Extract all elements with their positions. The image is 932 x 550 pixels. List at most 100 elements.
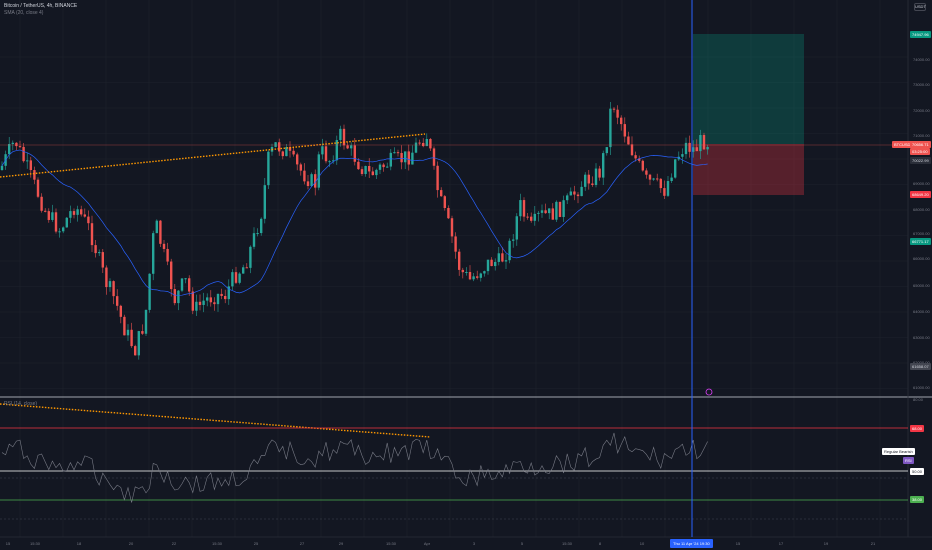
candle-body (317, 154, 320, 188)
last-price-tag: 70656.71 (910, 141, 931, 148)
candle-body (306, 181, 310, 187)
candle-body (159, 220, 162, 244)
candle-body (411, 152, 414, 165)
candle-body (15, 142, 18, 147)
candle-body (303, 170, 306, 182)
candle-body (465, 271, 468, 273)
rsi-level-oversold: 38.00 (910, 496, 925, 503)
candle-body (69, 211, 72, 218)
candle-body (620, 117, 623, 125)
currency-button[interactable]: USDT (914, 3, 926, 11)
candle-body (508, 240, 511, 261)
candle-body (296, 154, 299, 165)
time-tick: 15:30 (561, 541, 573, 546)
candle-body (450, 218, 454, 237)
candle-body (429, 139, 432, 149)
candle-body (231, 272, 234, 287)
candle-body (558, 201, 562, 217)
candle-body (72, 211, 76, 215)
candle-body (11, 142, 14, 145)
rsi-line (1, 432, 708, 503)
price-tick: 68000.00 (913, 207, 930, 212)
candle-body (468, 271, 472, 280)
symbol-title[interactable]: Bitcoin / TetherUS, 4h, BINANCE (4, 3, 78, 9)
candle-body (288, 147, 292, 151)
candle-body (695, 147, 698, 152)
candle-body (220, 293, 223, 296)
time-tick: 3 (472, 541, 476, 546)
candle-body (483, 271, 486, 274)
candle-body (490, 259, 493, 267)
candle-body (684, 142, 688, 155)
candle-body (533, 213, 536, 221)
candle-body (47, 211, 50, 220)
candle-body (634, 155, 637, 159)
candle-body (224, 295, 227, 300)
candle-body (454, 236, 457, 252)
candle-body (404, 151, 407, 163)
candle-body (375, 169, 378, 176)
time-tick: 15:30 (211, 541, 223, 546)
candle-body (177, 290, 180, 304)
candle-body (407, 151, 410, 165)
candle-body (594, 168, 598, 185)
candle-body (386, 166, 389, 168)
candle-body (342, 128, 346, 146)
indicator-legend[interactable]: SMA (20, close 4) (4, 10, 44, 16)
price-tick: 61000.00 (913, 385, 930, 390)
candle-body (346, 145, 349, 149)
candle-body (627, 136, 630, 145)
candle-body (148, 273, 151, 310)
candle-body (706, 147, 709, 150)
time-tick: Apr (423, 541, 431, 546)
candle-body (566, 195, 569, 201)
candle-body (292, 150, 295, 155)
candle-body (443, 196, 446, 208)
candle-body (29, 160, 32, 171)
price-tick: 73000.00 (913, 82, 930, 87)
low-price-tag: 66771.17 (910, 238, 931, 245)
candle-body (587, 174, 590, 184)
candle-body (123, 316, 126, 336)
candle-body (234, 272, 238, 283)
countdown-tag: 03:25:00 (910, 148, 930, 155)
candle-body (162, 243, 166, 249)
candle-body (418, 142, 421, 144)
candle-body (144, 309, 148, 334)
candle-body (353, 145, 356, 162)
candle-body (425, 139, 428, 147)
candle-body (62, 227, 65, 232)
candle-body (83, 214, 86, 217)
alert-icon (705, 388, 713, 396)
candle-body (314, 174, 317, 188)
candle-body (562, 200, 565, 217)
candle-body (497, 253, 500, 262)
rsi-level-upper: 80.00 (913, 397, 924, 402)
candle-body (515, 216, 518, 240)
candle-body (227, 286, 230, 300)
candle-body (605, 147, 608, 154)
candle-body (584, 174, 587, 187)
candle-body (87, 216, 90, 224)
candle-body (278, 142, 281, 152)
candle-body (76, 209, 79, 215)
price-tick: 64000.00 (913, 309, 930, 314)
candle-body (166, 248, 169, 262)
candle-body (382, 164, 385, 168)
candle-body (530, 216, 533, 221)
cursor-time-label: Thu 11 Apr '24 19:30 (670, 539, 713, 548)
candle-body (274, 142, 277, 147)
time-tick: 21 (870, 541, 876, 546)
candle-body (461, 269, 464, 273)
candle-body (656, 178, 659, 180)
candle-body (602, 153, 605, 178)
candle-body (551, 208, 554, 220)
candle-body (98, 252, 101, 254)
candle-body (422, 142, 425, 147)
candle-body (188, 278, 191, 292)
candle-body (26, 160, 29, 162)
candle-body (648, 174, 652, 180)
oscillator-title[interactable]: RSI (14, close) (4, 401, 38, 407)
